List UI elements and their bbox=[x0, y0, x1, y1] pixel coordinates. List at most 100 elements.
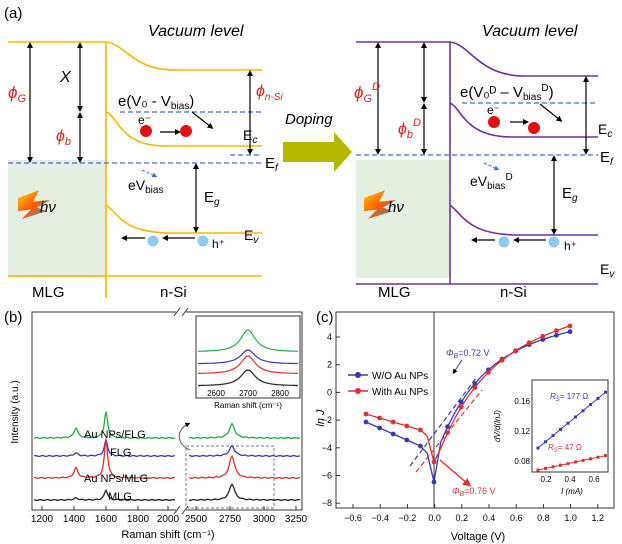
phi-nsi-label: ϕn-Si bbox=[256, 83, 283, 103]
mlg-region-doped bbox=[356, 160, 450, 278]
hole-label-right: h⁺ bbox=[564, 239, 577, 253]
iv-red-point bbox=[526, 340, 532, 346]
mlg-label-left: MLG bbox=[32, 284, 65, 301]
vacuum-label-left: Vacuum level bbox=[148, 23, 244, 40]
rs-red-point bbox=[596, 455, 600, 459]
iv-red-point bbox=[513, 348, 518, 354]
rs-red-line bbox=[537, 455, 606, 471]
legend-label-red: With Au NPs bbox=[372, 387, 428, 398]
axis-break bbox=[173, 306, 189, 515]
iv-blue-line bbox=[365, 331, 571, 483]
barrier-pointer bbox=[191, 111, 214, 129]
barrier-label-right: e(V₀ᴰ – VbiasD) bbox=[460, 83, 554, 103]
iv-blue-point bbox=[418, 443, 423, 449]
hv-label-left: hν bbox=[40, 199, 56, 216]
raman-trace-1 bbox=[33, 437, 301, 458]
iv-xtick-1: −0.4 bbox=[371, 513, 389, 523]
xtick-1200: 1200 bbox=[31, 514, 54, 525]
panel-c-label: (c) bbox=[316, 309, 334, 326]
ev-label-left: Ev bbox=[244, 227, 259, 246]
electron-2 bbox=[180, 125, 192, 137]
raman-trace-0 bbox=[33, 411, 301, 439]
rs-red-point bbox=[581, 458, 585, 462]
electron-doped-1 bbox=[488, 116, 500, 128]
phi-g-label: ϕG bbox=[8, 83, 26, 105]
phi-b-red-label: ΦB=0.76 V bbox=[452, 486, 496, 498]
nsi-label-right: n-Si bbox=[500, 284, 527, 301]
valence-band-doped bbox=[449, 204, 598, 236]
raman-xlabel: Raman shift (cm⁻¹) bbox=[121, 529, 214, 541]
inset-trace-1 bbox=[197, 349, 299, 365]
conduction-band bbox=[105, 111, 262, 147]
raman-trace-3 bbox=[33, 483, 301, 502]
rs-blue-point bbox=[536, 446, 540, 450]
ebias-label-right: eVbiasD bbox=[470, 172, 513, 192]
iv-red-point bbox=[363, 411, 369, 417]
inset-traces bbox=[197, 329, 299, 387]
phi-b-label: ϕb bbox=[56, 128, 71, 148]
raman-ylabel: Intensity (a.u.) bbox=[10, 380, 21, 443]
valence-band bbox=[105, 204, 262, 234]
iv-blue-point bbox=[431, 479, 437, 485]
rs-red-point bbox=[566, 462, 570, 466]
rs-blue-line bbox=[537, 391, 606, 449]
nsi-label-left: n-Si bbox=[160, 284, 187, 301]
mlg-region bbox=[8, 160, 106, 278]
iv-red-point bbox=[404, 423, 410, 429]
ec-label-left: Ec bbox=[243, 127, 257, 146]
doping-arrow: Doping bbox=[283, 111, 352, 172]
vacuum-curve-si bbox=[105, 41, 262, 71]
panel-c: (c) ln J Voltage (V) −0.6 −0.4 −0.2 0.0 0.2 0… bbox=[315, 309, 615, 543]
electron-label-right: e⁻ bbox=[487, 103, 500, 117]
conduction-band-doped bbox=[449, 102, 598, 138]
hole-label-left: h⁺ bbox=[212, 237, 225, 251]
rs-blue-point bbox=[566, 421, 570, 425]
barrier-label-left: e(V₀ - Vbias) bbox=[118, 93, 194, 112]
raman-plot-frame bbox=[31, 311, 303, 511]
ev-label-right: Ev bbox=[600, 261, 615, 280]
rs-ylabel: dV/d(lnJ) bbox=[493, 410, 502, 442]
rs-ytick-016: 0.16 bbox=[514, 397, 530, 406]
phi-gd-label: ϕGD bbox=[354, 81, 380, 105]
lightning-icon-doped bbox=[364, 190, 397, 219]
trace-label-flg: FLG bbox=[110, 447, 131, 459]
legend-label-blue: W/O Au NPs bbox=[372, 371, 428, 382]
xtick-3250: 3250 bbox=[285, 514, 308, 525]
rs-blue-point bbox=[574, 415, 577, 419]
legend-marker-red bbox=[355, 388, 361, 394]
barrier-pointer-doped bbox=[539, 103, 563, 122]
iv-red-point bbox=[390, 419, 396, 425]
mlg-label-right: MLG bbox=[378, 284, 411, 301]
iv-ytick-3: −2 bbox=[322, 415, 332, 425]
xtick-2500: 2500 bbox=[185, 514, 208, 525]
trace-label-au-flg: Au NPs/FLG bbox=[84, 429, 146, 441]
hole-2 bbox=[197, 235, 209, 247]
electron-doped-2 bbox=[528, 122, 540, 134]
phi-bd-label: ϕbD bbox=[398, 117, 421, 141]
iv-inset: 0.16 0.12 0.08 0.2 0.4 0.6 I (mA) dV/d(l… bbox=[493, 379, 609, 496]
ef-label-left: Ef bbox=[265, 155, 279, 174]
trace-label-au-mlg: Au NPs/MLG bbox=[84, 473, 148, 485]
xtick-1600: 1600 bbox=[95, 514, 118, 525]
inset-xtick-2800: 2800 bbox=[271, 389, 289, 398]
xtick-3000: 3000 bbox=[253, 514, 276, 525]
panel-b-label: (b) bbox=[4, 309, 22, 326]
iv-red-point bbox=[431, 459, 437, 465]
ebias-arrow bbox=[141, 169, 158, 178]
raman-inset: 2600 2700 2800 Raman shift (cm⁻¹) bbox=[195, 315, 301, 410]
ebias-label-left: eVbias bbox=[128, 177, 163, 196]
iv-red-point bbox=[418, 427, 423, 433]
raman-trace-2 bbox=[34, 439, 300, 479]
iv-blue-point bbox=[445, 424, 450, 430]
eg-label-left: Eg bbox=[204, 189, 220, 208]
phi-b-blue-arrow bbox=[452, 359, 463, 375]
iv-series bbox=[363, 323, 573, 485]
rs-xtick-06: 0.6 bbox=[588, 475, 600, 484]
ec-label-right: Ec bbox=[598, 121, 612, 140]
rs-xtick-02: 0.2 bbox=[540, 475, 552, 484]
trace-label-mlg: MLG bbox=[108, 491, 132, 503]
iv-red-point bbox=[486, 369, 491, 375]
eg-label-right: Eg bbox=[562, 185, 578, 204]
iv-blue-point bbox=[554, 332, 559, 338]
panel-a: (a) bbox=[4, 5, 615, 301]
